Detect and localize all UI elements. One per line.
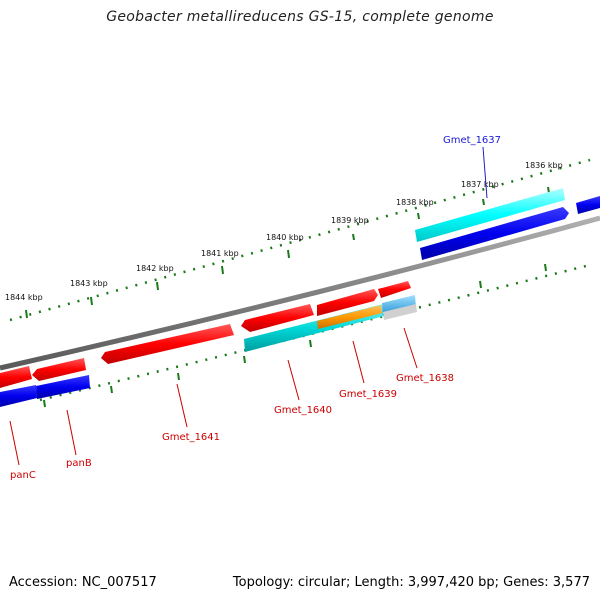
orange-feature-gmet-1639[interactable] xyxy=(317,305,382,329)
gene-label-panb[interactable]: panB xyxy=(66,458,92,469)
gene-labels: Gmet_1637 Gmet_1638 Gmet_1639 Gmet_1640 … xyxy=(10,135,501,481)
accession-text: Accession: NC_007517 xyxy=(9,575,157,590)
blue-gene-panc[interactable] xyxy=(0,385,37,407)
cyan-feature-gmet-1637[interactable] xyxy=(415,188,565,242)
red-gene-gmet-1640[interactable] xyxy=(241,304,314,332)
red-gene-gmet-1639[interactable] xyxy=(317,289,378,316)
gene-label-panc[interactable]: panC xyxy=(10,470,36,481)
blue-gene-edge[interactable] xyxy=(576,196,600,214)
kbp-label-1841: 1841 kbp xyxy=(201,249,239,258)
genome-backbone xyxy=(0,215,600,371)
blue-gene-gmet-1637[interactable] xyxy=(420,207,569,260)
major-ticks xyxy=(25,186,550,408)
kbp-label-1838: 1838 kbp xyxy=(396,198,434,207)
gene-label-gmet-1639[interactable]: Gmet_1639 xyxy=(339,389,397,400)
kbp-label-1839: 1839 kbp xyxy=(331,216,369,225)
kbp-label-1836: 1836 kbp xyxy=(525,161,563,170)
gene-label-gmet-1638[interactable]: Gmet_1638 xyxy=(396,373,454,384)
red-gene-gmet-1641[interactable] xyxy=(101,324,234,364)
kbp-labels: 1836 kbp 1837 kbp 1838 kbp 1839 kbp 1840… xyxy=(5,161,563,302)
gene-label-gmet-1640[interactable]: Gmet_1640 xyxy=(274,405,332,416)
gene-label-gmet-1637[interactable]: Gmet_1637 xyxy=(443,135,501,146)
topology-text: Topology: circular; Length: 3,997,420 bp… xyxy=(232,575,590,590)
upper-tick-track xyxy=(9,158,591,322)
grey-feature-gmet-1638[interactable] xyxy=(383,304,417,320)
gene-label-gmet-1641[interactable]: Gmet_1641 xyxy=(162,432,220,443)
red-gene-panb[interactable] xyxy=(32,358,86,381)
kbp-label-1837: 1837 kbp xyxy=(461,180,499,189)
red-gene-gmet-1638[interactable] xyxy=(378,281,411,298)
kbp-label-1842: 1842 kbp xyxy=(136,264,174,273)
kbp-label-1844: 1844 kbp xyxy=(5,293,43,302)
label-leaders xyxy=(9,146,488,466)
blue-gene-panb[interactable] xyxy=(36,375,90,399)
kbp-label-1840: 1840 kbp xyxy=(266,233,304,242)
map-title: Geobacter metallireducens GS-15, complet… xyxy=(106,9,494,25)
red-gene-panc[interactable] xyxy=(0,366,32,388)
kbp-label-1843: 1843 kbp xyxy=(70,279,108,288)
